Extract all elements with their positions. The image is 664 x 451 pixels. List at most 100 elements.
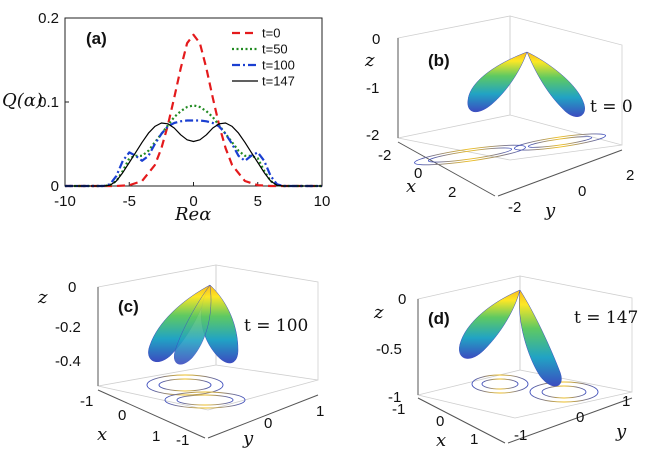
panel-b-contour-ring	[513, 133, 607, 151]
panel-b-surface-lobe-right	[526, 51, 585, 117]
panel-d: (d) t = 147 z x y 0 -0.5 -1 -1 0 1 -1 0 …	[373, 275, 638, 451]
panel-d-zt1: -0.5	[376, 341, 402, 358]
panel-d-yt2: 1	[622, 393, 630, 410]
panel-c-annotation: t = 100	[244, 316, 308, 336]
panel-d-xt0: -1	[392, 401, 405, 418]
panel-c: (c) t = 100 z x y 0 -0.2 -0.4 -1 0 1 -1 …	[37, 264, 324, 449]
panel-c-xt2: 1	[152, 428, 160, 445]
panel-b-yt0: -2	[508, 199, 521, 216]
panel-b-contour-ring	[427, 147, 513, 163]
panel-d-contour-ring	[481, 378, 519, 390]
panel-d-contour-ring	[529, 381, 599, 403]
panel-d-surface-lobe-left	[459, 289, 521, 359]
panel-d-surface-lobe-right	[519, 289, 562, 387]
panel-b-zt1: -1	[366, 80, 379, 97]
panel-d-contour-ring	[471, 374, 529, 394]
panel-b-x-axis	[397, 141, 496, 197]
panel-a-series	[65, 33, 322, 188]
panel-b-floor-edge	[509, 144, 623, 161]
panel-d-annotation: t = 147	[574, 308, 638, 328]
series-line-t-147	[65, 122, 322, 187]
panel-b-contour-ring	[414, 144, 526, 166]
panel-d-y-axis	[507, 397, 633, 444]
panel-b-xt0: -2	[378, 147, 391, 164]
legend-label-t-147: t=147	[262, 74, 295, 89]
panel-b-ylabel: y	[544, 200, 556, 221]
panel-a-xtick-label: 5	[254, 193, 262, 210]
panel-c-xlabel: x	[97, 424, 107, 445]
panel-d-xlabel: x	[436, 430, 446, 451]
panel-b-zt0: 0	[372, 31, 380, 48]
panel-b-yt1: 0	[578, 183, 586, 200]
panel-c-floor-edge	[207, 379, 319, 411]
panel-c-zt0: 0	[68, 279, 76, 296]
panel-c-yt2: 1	[316, 403, 324, 420]
panel-c-xt0: -1	[80, 393, 93, 410]
panel-b-yt2: 2	[626, 167, 634, 184]
panel-c-xt1: 0	[118, 407, 126, 424]
panel-b: (b) t = 0 z x y 0 -1 -2 -2 0 2 -2 0 2	[364, 15, 634, 221]
panel-c-label: (c)	[118, 297, 139, 316]
panel-a-label: (a)	[86, 29, 107, 48]
panel-b-contour-ring	[527, 136, 593, 148]
panel-d-zlabel: z	[373, 302, 384, 323]
panel-a-xtick-label: 10	[314, 193, 331, 210]
panel-a-ytick-label: 0	[51, 178, 59, 195]
panel-a-xtick-label: 0	[189, 193, 197, 210]
panel-c-contour-ring	[176, 394, 234, 406]
panel-c-contour-ring	[158, 378, 212, 392]
panel-d-zt0: 0	[398, 291, 406, 308]
panel-d-xt2: 1	[470, 431, 478, 448]
panel-a-xtick-label: -5	[123, 193, 136, 210]
panel-c-surface-lobe-middle	[174, 284, 212, 365]
panel-b-annotation: t = 0	[590, 97, 633, 117]
panel-b-xt2: 2	[448, 184, 456, 201]
panel-b-floor-edge	[397, 137, 511, 161]
panel-c-zt2: -0.4	[55, 353, 81, 370]
panel-c-y-axis	[207, 394, 319, 439]
panel-d-xt1: 0	[436, 413, 444, 430]
series-line-t-100	[65, 119, 322, 188]
panel-d-contour-ring	[541, 385, 587, 399]
panel-c-yt0: -1	[176, 432, 189, 449]
panel-d-yt1: 0	[576, 409, 584, 426]
panel-a-xtick-label: -10	[54, 193, 76, 210]
panel-c-floor-edge	[97, 385, 209, 411]
panel-a-ylabel: Q(α)	[2, 90, 43, 111]
panel-b-contour	[414, 133, 607, 166]
panel-d-contour	[471, 374, 599, 403]
panel-b-xlabel: x	[406, 176, 416, 197]
panel-d-yt0: -1	[514, 427, 527, 444]
panel-d-zt2: -1	[388, 389, 401, 406]
panel-c-yt1: 0	[264, 415, 272, 432]
panel-b-zlabel: z	[364, 50, 375, 71]
panel-c-x-axis	[97, 389, 206, 439]
panel-a-ytick-label: 0.1	[38, 94, 59, 111]
panel-b-xt1: 0	[414, 165, 422, 182]
panel-b-label: (b)	[428, 51, 450, 70]
series-line-t-0	[65, 33, 322, 188]
panel-c-zlabel: z	[37, 287, 48, 308]
legend-label-t-50: t=50	[262, 42, 288, 57]
panel-b-y-axis	[497, 149, 623, 197]
panel-c-contour-ring	[146, 374, 224, 396]
panel-d-label: (d)	[428, 309, 450, 328]
panel-c-contour-ring	[164, 391, 246, 409]
panel-b-zt2: -2	[366, 127, 379, 144]
panel-a-xlabel: Reα	[174, 204, 211, 225]
legend-label-t-0: t=0	[262, 26, 280, 41]
panel-d-floor-edge	[514, 391, 633, 419]
series-line-t-50	[65, 104, 322, 188]
panel-c-zt1: -0.2	[55, 319, 81, 336]
panel-c-contour	[146, 374, 246, 409]
panel-c-ylabel: y	[242, 428, 254, 449]
panel-d-x-axis	[417, 397, 506, 444]
legend-label-t-100: t=100	[262, 58, 295, 73]
panel-d-ylabel: y	[615, 421, 627, 442]
panel-a-ytick-label: 0.2	[38, 10, 59, 27]
panel-d-floor-edge	[417, 394, 516, 419]
panel-b-surface-lobe-left	[467, 51, 528, 112]
